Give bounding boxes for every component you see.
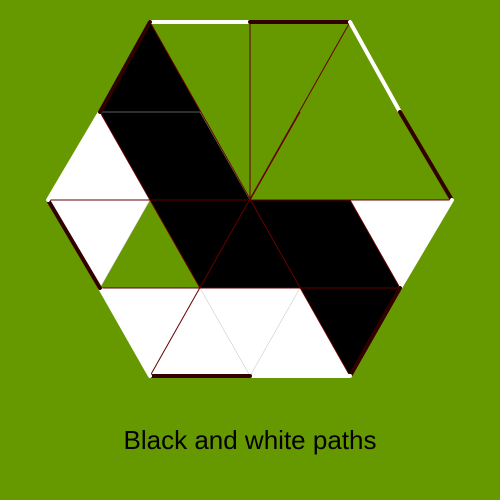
puzzle-caption: Black and white paths bbox=[0, 420, 500, 460]
